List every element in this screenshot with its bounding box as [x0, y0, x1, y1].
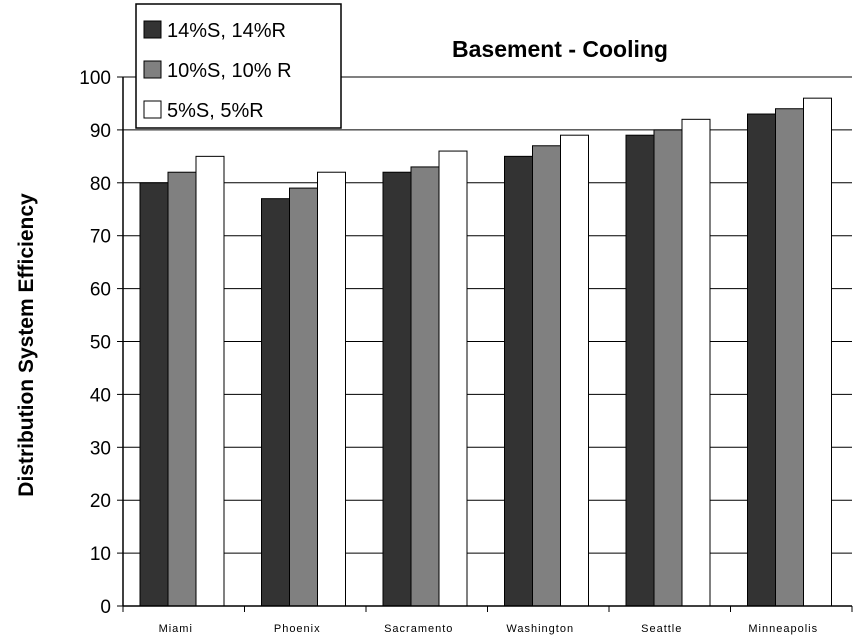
- x-tick-label: Miami: [159, 623, 193, 635]
- x-tick-label: Seattle: [641, 623, 682, 635]
- bar: [532, 145, 561, 607]
- bar: [438, 150, 468, 607]
- legend-swatch: [143, 60, 162, 79]
- y-tick-label: 10: [90, 544, 111, 565]
- x-tick-label: Minneapolis: [748, 623, 818, 635]
- x-tick-label: Sacramento: [384, 623, 453, 635]
- bar: [382, 171, 412, 607]
- chart-title: Basement - Cooling: [452, 36, 668, 62]
- bar: [261, 198, 290, 607]
- y-tick-label: 50: [90, 333, 111, 354]
- bar: [139, 182, 169, 607]
- y-tick-label: 60: [90, 280, 111, 301]
- legend-box: [135, 3, 342, 129]
- x-ticks: Miami Phoenix Sacramento Washington Seattle M…: [122, 606, 853, 635]
- legend-label: 10%S, 10% R: [167, 60, 292, 82]
- bar: [560, 134, 589, 607]
- legend-label: 5%S, 5%R: [167, 100, 264, 122]
- legend-label: 14%S, 14%R: [167, 20, 286, 42]
- bar: [803, 97, 832, 607]
- bars: [139, 97, 832, 607]
- bar: [747, 113, 776, 607]
- bar: [504, 155, 533, 607]
- bar: [410, 166, 440, 607]
- gridlines: [123, 76, 852, 554]
- bar: [167, 171, 197, 607]
- legend-swatch: [143, 100, 162, 119]
- y-tick-label: 80: [90, 174, 111, 195]
- bar: [775, 108, 804, 607]
- bar: [195, 155, 225, 607]
- legend: 14%S, 14%R 10%S, 10% R 5%S, 5%R: [135, 3, 342, 129]
- y-tick-label: 0: [100, 597, 111, 618]
- x-tick-label: Washington: [506, 623, 574, 635]
- y-tick-label: 100: [79, 68, 111, 89]
- y-axis-label: Distribution System Efficiency: [15, 193, 38, 497]
- bar: [289, 187, 318, 607]
- y-ticks: 0 10 20 30 40 50 60 70 80 90 100: [79, 68, 123, 618]
- y-tick-label: 40: [90, 385, 111, 406]
- legend-swatch: [143, 20, 162, 39]
- y-tick-label: 30: [90, 438, 111, 459]
- bar: [317, 171, 346, 607]
- bar: [681, 118, 711, 607]
- y-tick-label: 20: [90, 491, 111, 512]
- y-tick-label: 70: [90, 227, 111, 248]
- x-tick-label: Phoenix: [274, 623, 321, 635]
- bar: [625, 134, 655, 607]
- y-tick-label: 90: [90, 121, 111, 142]
- bar: [653, 129, 683, 607]
